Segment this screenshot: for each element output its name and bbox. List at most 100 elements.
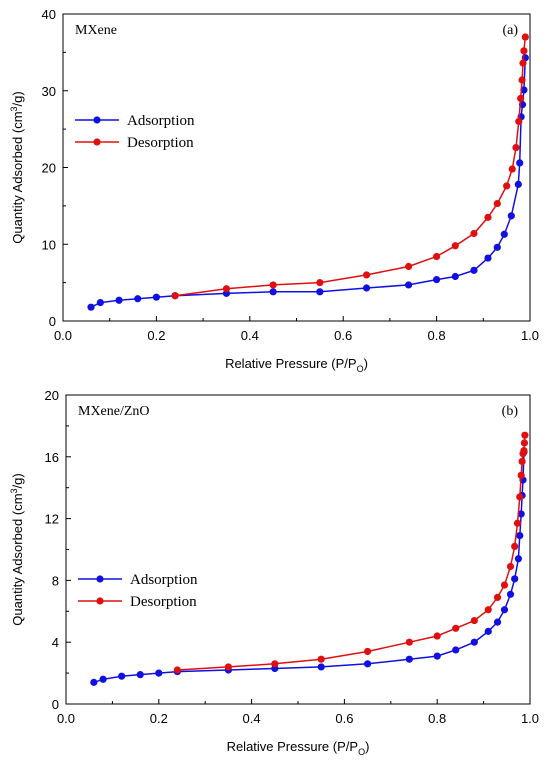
- y-tick-label: 12: [45, 512, 59, 527]
- y-tick-label: 40: [42, 7, 56, 22]
- legend-label-desorption: Desorption: [130, 594, 197, 610]
- x-tick-label: 0.8: [428, 328, 446, 343]
- data-point-adsorption: [134, 295, 142, 303]
- data-point-adsorption: [269, 288, 277, 296]
- data-point-adsorption: [433, 275, 441, 284]
- data-point-desorption: [517, 94, 525, 103]
- chart-panel-a: 0.0 0.2 0.4 0.6 0.8 1.0 0 10 20 30 40 Relative Pres…: [9, 7, 539, 374]
- data-point-desorption: [362, 271, 371, 279]
- chart-panel-b: 0.0 0.2 0.4 0.6 0.8 1.0 0 4 8 12 16 20 Relative Pres…: [9, 388, 539, 757]
- data-point-desorption: [433, 252, 441, 261]
- data-point-desorption: [269, 281, 277, 289]
- data-point-desorption: [521, 431, 529, 439]
- y-tick-label: 10: [42, 237, 56, 252]
- x-tick-label: 0.2: [150, 711, 168, 726]
- data-point-adsorption: [500, 606, 509, 614]
- data-point-adsorption: [511, 575, 519, 583]
- series-line-desorption: [175, 36, 527, 297]
- data-point-adsorption: [484, 254, 492, 262]
- data-point-adsorption: [507, 212, 515, 220]
- data-point-adsorption: [470, 266, 478, 274]
- data-point-adsorption: [514, 180, 522, 188]
- data-point-adsorption: [115, 296, 123, 304]
- data-point-adsorption: [493, 243, 501, 251]
- data-point-adsorption: [136, 671, 144, 679]
- data-point-adsorption: [516, 531, 524, 540]
- legend-label-desorption: Desorption: [127, 135, 194, 151]
- data-point-desorption: [224, 663, 232, 671]
- data-point-desorption: [511, 542, 519, 551]
- data-point-desorption: [484, 606, 492, 614]
- data-point-adsorption: [316, 288, 324, 296]
- data-point-adsorption: [484, 627, 492, 635]
- data-point-desorption: [470, 616, 478, 625]
- y-axis-label-superscript: 3: [9, 488, 19, 493]
- data-point-desorption: [173, 666, 181, 674]
- data-point-desorption: [515, 117, 523, 126]
- legend-marker-adsorption: [93, 116, 101, 124]
- data-point-adsorption: [90, 678, 98, 686]
- panel-label: (a): [502, 23, 518, 38]
- x-tick-label: 0.4: [241, 328, 259, 343]
- legend-label-adsorption: Adsorption: [130, 572, 198, 588]
- data-point-desorption: [222, 285, 231, 293]
- data-point-adsorption: [500, 230, 508, 238]
- data-point-adsorption: [317, 663, 325, 671]
- data-point-adsorption: [362, 284, 371, 292]
- y-axis-label: Quantity Adsorbed (cm3/g): [9, 91, 25, 243]
- panel-title: MXene/ZnO: [78, 404, 150, 419]
- data-point-desorption: [508, 165, 516, 173]
- series-line-adsorption: [90, 57, 527, 308]
- data-point-desorption: [520, 447, 528, 455]
- data-point-desorption: [500, 581, 509, 589]
- y-axis-label-main: Quantity Adsorbed (cm: [10, 493, 25, 625]
- x-axis-label-main: Relative Pressure (P/P: [225, 356, 357, 371]
- data-point-adsorption: [493, 618, 502, 626]
- series-line-adsorption: [93, 452, 525, 684]
- data-point-adsorption: [87, 303, 95, 311]
- data-point-desorption: [404, 262, 413, 271]
- data-point-adsorption: [506, 590, 515, 598]
- data-point-adsorption: [155, 669, 163, 677]
- data-point-desorption: [516, 493, 524, 501]
- data-point-desorption: [506, 562, 515, 571]
- x-tick-label: 0.4: [243, 711, 261, 726]
- y-tick-label: 0: [52, 697, 59, 712]
- y-axis-label: Quantity Adsorbed (cm3/g): [9, 473, 25, 625]
- panel-title: MXene: [75, 23, 117, 38]
- legend-marker-adsorption: [96, 575, 104, 583]
- panel-label: (b): [502, 404, 519, 419]
- y-tick-label: 8: [52, 573, 59, 588]
- series-line-desorption: [177, 435, 526, 671]
- x-tick-label: 0.6: [334, 328, 352, 343]
- data-point-desorption: [317, 655, 325, 663]
- data-point-desorption: [520, 439, 529, 447]
- data-point-desorption: [493, 593, 502, 601]
- legend-marker-desorption: [93, 138, 101, 146]
- data-point-desorption: [521, 33, 529, 41]
- data-point-desorption: [512, 143, 520, 152]
- data-point-desorption: [484, 213, 492, 221]
- data-point-desorption: [451, 242, 459, 250]
- x-tick-label: 0.2: [147, 328, 165, 343]
- data-point-adsorption: [99, 675, 107, 683]
- x-tick-label: 0.6: [335, 711, 353, 726]
- x-tick-label: 0.8: [428, 711, 446, 726]
- data-point-desorption: [171, 292, 179, 300]
- data-point-adsorption: [404, 281, 413, 289]
- data-point-desorption: [520, 47, 528, 55]
- x-axis-label-end: ): [364, 356, 368, 371]
- y-tick-label: 4: [52, 635, 59, 650]
- y-tick-label: 16: [45, 450, 59, 465]
- x-axis-label-end: ): [365, 739, 369, 754]
- plot-frame: [65, 394, 531, 705]
- data-point-adsorption: [451, 272, 459, 281]
- data-point-adsorption: [96, 298, 104, 307]
- y-axis-label-end: /g): [10, 473, 25, 488]
- data-point-adsorption: [118, 672, 126, 680]
- data-point-desorption: [271, 660, 279, 668]
- x-axis-label-subscript: O: [358, 747, 365, 757]
- y-tick-label: 0: [49, 314, 56, 329]
- x-axis-label-subscript: O: [357, 364, 364, 374]
